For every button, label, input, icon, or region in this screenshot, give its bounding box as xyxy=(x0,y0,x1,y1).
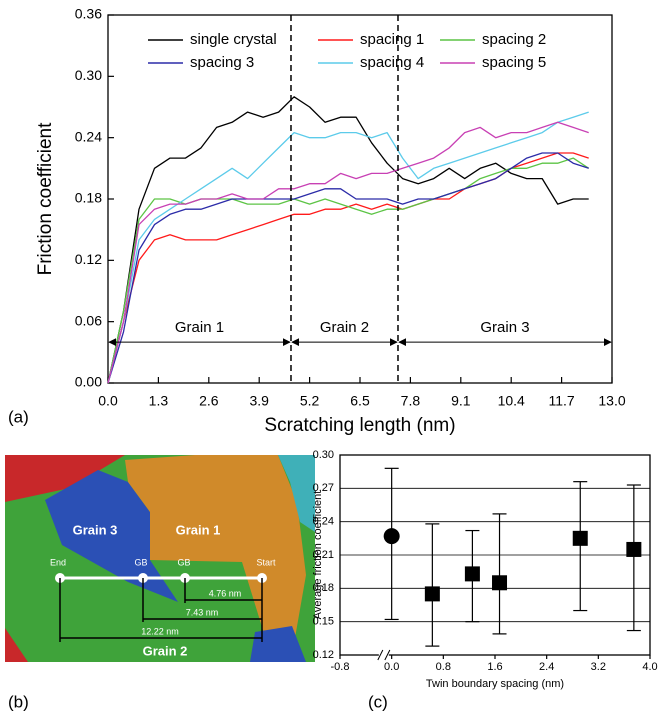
x-tick-label: 3.9 xyxy=(249,393,269,409)
series-line xyxy=(107,111,589,384)
y-axis-title: Friction coefficient xyxy=(35,122,56,275)
y-tick-label: 0.15 xyxy=(313,616,334,628)
x-tick-label: 3.2 xyxy=(591,661,606,673)
point-label: End xyxy=(50,557,66,567)
y-tick-label: 0.27 xyxy=(313,482,334,494)
grain-area xyxy=(5,455,125,502)
x-tick-label: 5.2 xyxy=(300,393,320,409)
x-tick-label: 1.6 xyxy=(487,661,502,673)
x-tick-label: 0.8 xyxy=(436,661,451,673)
point xyxy=(383,528,400,545)
grain-label: Grain 3 xyxy=(73,522,118,537)
grain-label: Grain 1 xyxy=(176,522,221,537)
point xyxy=(626,541,642,557)
point-label: GB xyxy=(177,557,190,567)
y-tick-label: 0.18 xyxy=(75,190,102,206)
distance-label: 12.22 nm xyxy=(141,626,179,636)
grain-3-area xyxy=(45,470,178,602)
y-tick-label: 0.12 xyxy=(75,251,102,267)
panel-label: (a) xyxy=(8,407,29,426)
y-axis-title: Average friction coefficient xyxy=(312,491,324,620)
x-tick-label: 13.0 xyxy=(598,393,625,409)
y-tick-label: 0.24 xyxy=(75,128,102,144)
point xyxy=(464,566,480,582)
y-tick-label: 0.18 xyxy=(313,582,334,594)
x-tick-label: 9.1 xyxy=(451,393,471,409)
series-line xyxy=(107,121,589,384)
y-tick-label: 0.00 xyxy=(75,374,102,390)
point xyxy=(424,586,440,602)
y-tick-label: 0.36 xyxy=(75,6,102,22)
x-tick-label: 2.4 xyxy=(539,661,554,673)
series-line xyxy=(107,96,589,384)
point xyxy=(492,575,508,591)
x-tick-label: 10.4 xyxy=(498,393,525,409)
y-tick-label: 0.24 xyxy=(313,516,334,528)
grain-area xyxy=(278,455,315,532)
y-tick-label: 0.21 xyxy=(313,549,334,561)
panel-label: (c) xyxy=(368,692,388,711)
x-tick-label: 1.3 xyxy=(149,393,169,409)
legend-label: single crystal xyxy=(190,31,277,48)
legend-label: spacing 4 xyxy=(360,54,424,71)
grain-label: Grain 2 xyxy=(143,643,188,658)
y-tick-label: 0.12 xyxy=(313,649,334,661)
x-tick-label: 0.0 xyxy=(384,661,399,673)
x-tick-label: 11.7 xyxy=(548,393,574,409)
x-tick-label: -0.8 xyxy=(331,661,350,673)
panel-label: (b) xyxy=(8,692,29,711)
grain-map: Grain 3 Grain 1 Grain 2 End GB GB Start … xyxy=(5,455,315,662)
legend-label: spacing 3 xyxy=(190,54,254,71)
series-line xyxy=(107,152,589,384)
x-tick-label: 0.0 xyxy=(98,393,118,409)
x-tick-label: 2.6 xyxy=(199,393,219,409)
plot-frame xyxy=(339,454,651,656)
legend-label: spacing 1 xyxy=(360,31,424,48)
point-label: GB xyxy=(134,557,147,567)
series-line xyxy=(107,157,590,384)
x-tick-label: 7.8 xyxy=(401,393,421,409)
axis-break xyxy=(378,649,389,661)
x-tick-label: 4.0 xyxy=(642,661,657,673)
x-axis-title: Scratching length (nm) xyxy=(264,415,455,436)
legend-label: spacing 5 xyxy=(482,54,546,71)
grain-area xyxy=(5,628,28,662)
distance-label: 4.76 nm xyxy=(209,588,242,598)
distance-label: 7.43 nm xyxy=(186,607,219,617)
legend-label: spacing 2 xyxy=(482,31,546,48)
y-tick-label: 0.30 xyxy=(75,67,102,83)
series-line xyxy=(107,152,589,384)
point xyxy=(572,530,588,546)
region-label: Grain 3 xyxy=(480,319,529,336)
region-label: Grain 1 xyxy=(175,319,224,336)
axis-break xyxy=(384,649,391,661)
point-label: Start xyxy=(256,557,276,567)
y-tick-label: 0.06 xyxy=(75,312,102,328)
x-tick-label: 6.5 xyxy=(350,393,370,409)
grain-1-area xyxy=(125,455,306,655)
plot-frame xyxy=(107,14,613,384)
y-tick-label: 0.30 xyxy=(313,449,334,461)
region-label: Grain 2 xyxy=(320,319,369,336)
axis-break xyxy=(377,649,384,661)
grain-area xyxy=(250,626,306,662)
measure-lines xyxy=(59,578,263,642)
x-axis-title: Twin boundary spacing (nm) xyxy=(426,678,564,690)
